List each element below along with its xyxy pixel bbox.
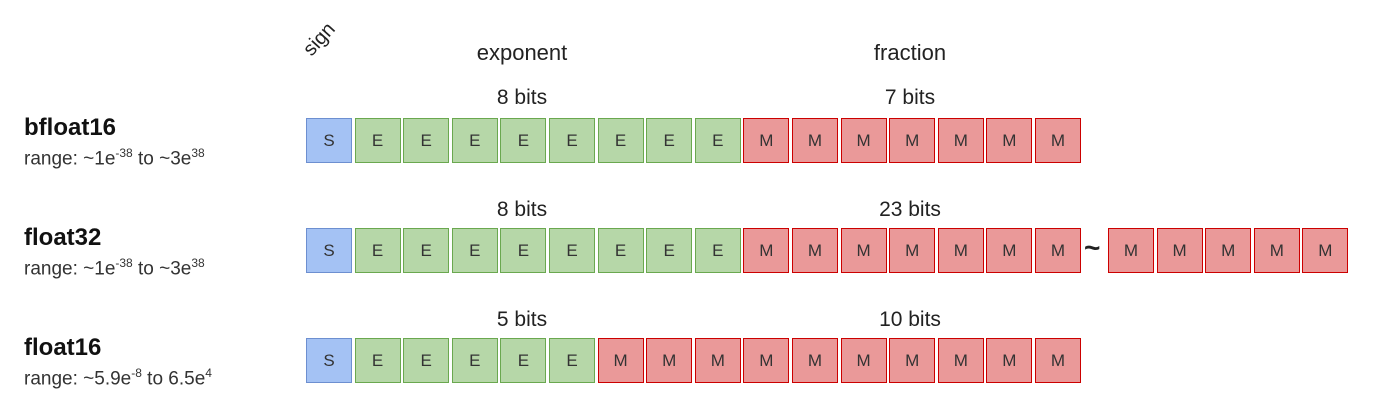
sign-header: sign [298, 18, 340, 61]
exponent-bit: E [549, 118, 595, 163]
mantissa-bit: M [937, 338, 984, 383]
mantissa-bit: M [1035, 118, 1081, 163]
exponent-bits-float32: 8 bits [496, 198, 548, 221]
exponent-bit: E [694, 228, 741, 273]
mantissa-bit: M [1156, 228, 1203, 273]
mantissa-bit: M [889, 118, 936, 163]
exponent-bit: E [354, 118, 401, 163]
exponent-bit: E [549, 228, 595, 273]
exponent-bit: E [500, 228, 547, 273]
exponent-bit: E [451, 338, 498, 383]
exponent-bit: E [694, 118, 741, 163]
fraction-bits-float32: 23 bits [879, 198, 941, 221]
mantissa-bit: M [1205, 228, 1252, 273]
fraction-bits-bfloat16: 7 bits [884, 86, 936, 109]
sign-bit: S [306, 228, 352, 273]
mantissa-bit: M [889, 338, 936, 383]
mantissa-bit: M [937, 228, 984, 273]
exponent-bits-bfloat16: 8 bits [496, 86, 548, 109]
mantissa-bit: M [889, 228, 936, 273]
exponent-bit: E [646, 228, 693, 273]
mantissa-bit: M [792, 118, 838, 163]
exponent-bit: E [403, 338, 450, 383]
exponent-bit: E [403, 228, 450, 273]
format-name-float32: float32 [24, 224, 102, 251]
exponent-bit: E [597, 118, 644, 163]
sign-bit: S [306, 338, 352, 383]
exponent-bit: E [403, 118, 450, 163]
mantissa-bit: M [840, 338, 887, 383]
exponent-bit: E [451, 228, 498, 273]
mantissa-bit: M [986, 228, 1033, 273]
sign-bit: S [306, 118, 352, 163]
mantissa-bit: M [1035, 228, 1081, 273]
format-name-float16: float16 [24, 334, 102, 361]
mantissa-bit: M [937, 118, 984, 163]
exponent-bits-float16: 5 bits [496, 308, 548, 331]
mantissa-bit: M [986, 118, 1033, 163]
format-range-float32: range: ~1e-38 to ~3e38 [24, 256, 205, 280]
mantissa-bit: M [1253, 228, 1300, 273]
mantissa-bit: M [597, 338, 644, 383]
fraction-bits-float16: 10 bits [879, 308, 941, 331]
mantissa-bit: M [694, 338, 741, 383]
exponent-bit: E [646, 118, 693, 163]
mantissa-bit: M [1035, 338, 1081, 383]
mantissa-bit: M [986, 338, 1033, 383]
exponent-bit: E [354, 228, 401, 273]
mantissa-bit: M [743, 118, 790, 163]
exponent-header: exponent [476, 40, 568, 65]
exponent-bit: E [500, 118, 547, 163]
mantissa-bit: M [792, 338, 838, 383]
exponent-bit: E [451, 118, 498, 163]
format-range-bfloat16: range: ~1e-38 to ~3e38 [24, 146, 205, 170]
format-range-float16: range: ~5.9e-8 to 6.5e4 [24, 366, 212, 390]
mantissa-bit: M [743, 228, 790, 273]
mantissa-bit: M [743, 338, 790, 383]
exponent-bit: E [500, 338, 547, 383]
fraction-header: fraction [873, 40, 947, 65]
exponent-bit: E [549, 338, 595, 383]
format-name-bfloat16: bfloat16 [24, 114, 117, 141]
mantissa-bit: M [1302, 228, 1349, 273]
mantissa-bit: M [840, 118, 887, 163]
ellipsis-tilde: ~ [1084, 232, 1101, 263]
mantissa-bit: M [840, 228, 887, 273]
mantissa-bit: M [646, 338, 693, 383]
mantissa-bit: M [1108, 228, 1154, 273]
mantissa-bit: M [792, 228, 838, 273]
exponent-bit: E [597, 228, 644, 273]
exponent-bit: E [354, 338, 401, 383]
